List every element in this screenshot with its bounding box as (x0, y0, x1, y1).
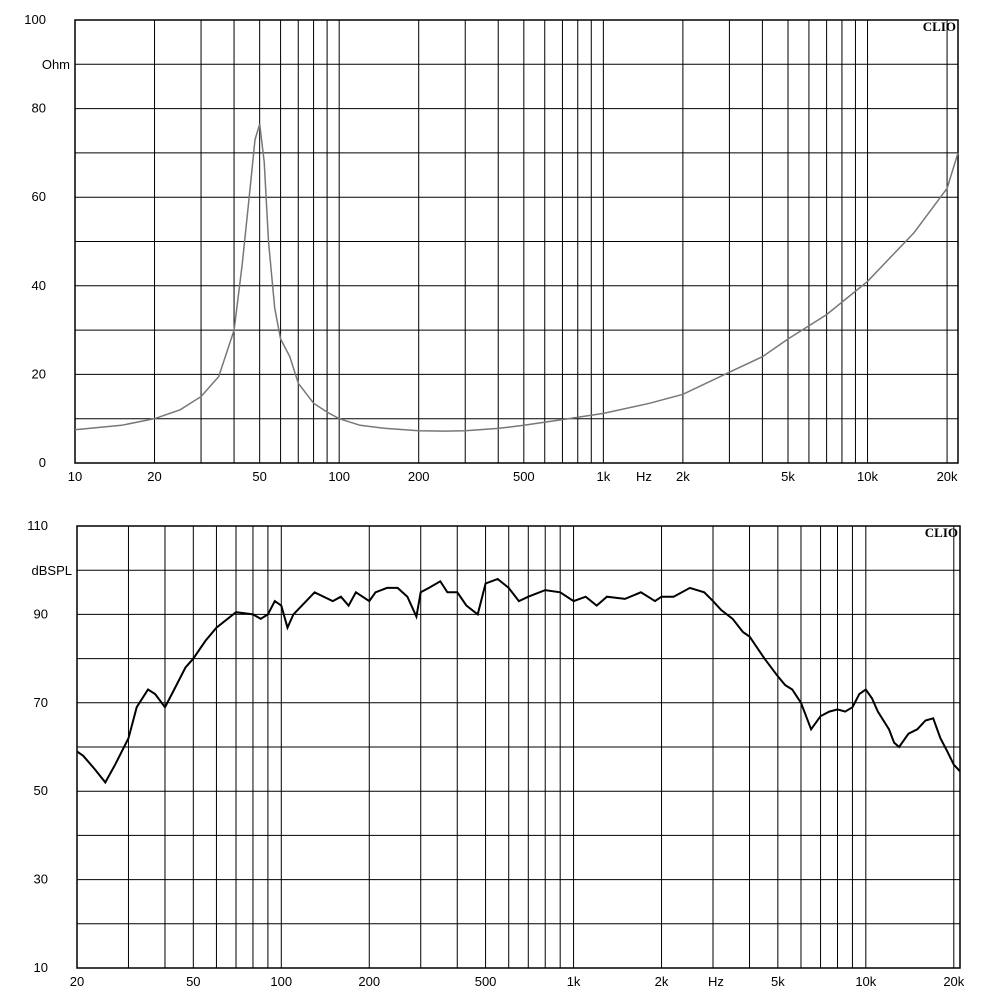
impedance-x-tick-label: 200 (408, 469, 430, 484)
spl-x-unit-label: Hz (708, 974, 724, 989)
impedance-x-tick-label: 100 (328, 469, 350, 484)
spl-y-ticks: 110 90 70 50 30 10 (27, 518, 48, 975)
spl-x-tick-label: 1k (567, 974, 581, 989)
impedance-y-ticks: 100 80 60 40 20 0 (24, 12, 46, 470)
impedance-x-tick-label: 20k (937, 469, 958, 484)
impedance-plot-frame (74, 19, 959, 464)
impedance-y-tick-label: 40 (32, 278, 46, 293)
spl-x-tick-label: 20 (70, 974, 84, 989)
spl-x-tick-label: 50 (186, 974, 200, 989)
impedance-y-tick-label: 0 (39, 455, 46, 470)
impedance-y-tick-label: 100 (24, 12, 46, 27)
spl-x-tick-label: 10k (855, 974, 876, 989)
spl-x-ticks: 20 50 100 200 500 1k 2k 5k 10k 20k (70, 974, 965, 989)
impedance-curve (74, 123, 959, 432)
spl-x-tick-label: 2k (655, 974, 669, 989)
impedance-y-tick-label: 80 (32, 101, 46, 116)
impedance-clio-brand: CLIO (923, 19, 956, 34)
impedance-x-tick-label: 1k (596, 469, 610, 484)
impedance-x-ticks: 10 20 50 100 200 500 1k 2k 5k 10k 20k (68, 469, 958, 484)
impedance-x-tick-label: 2k (676, 469, 690, 484)
spl-grid (77, 526, 960, 968)
impedance-x-tick-label: 10k (857, 469, 878, 484)
impedance-unit-label: Ohm (42, 57, 70, 72)
impedance-x-tick-label: 10 (68, 469, 82, 484)
impedance-x-tick-label: 20 (147, 469, 161, 484)
spl-x-tick-label: 500 (475, 974, 497, 989)
spl-curve (76, 577, 961, 785)
spl-y-tick-label: 110 (27, 518, 48, 533)
spl-x-tick-label: 5k (771, 974, 785, 989)
spl-x-tick-label: 100 (270, 974, 292, 989)
spl-y-tick-label: 30 (34, 872, 48, 887)
impedance-x-unit-label: Hz (636, 469, 652, 484)
impedance-y-tick-label: 20 (32, 366, 46, 381)
spl-x-tick-label: 200 (358, 974, 380, 989)
impedance-x-tick-label: 500 (513, 469, 535, 484)
spl-x-tick-label: 20k (943, 974, 964, 989)
spl-clio-brand: CLIO (925, 525, 958, 540)
spl-unit-label: dBSPL (32, 563, 72, 578)
impedance-x-tick-label: 50 (252, 469, 266, 484)
spl-y-tick-label: 70 (34, 695, 48, 710)
impedance-x-tick-label: 5k (781, 469, 795, 484)
impedance-y-tick-label: 60 (32, 189, 46, 204)
spl-y-tick-label: 10 (34, 960, 48, 975)
spl-y-tick-label: 90 (34, 606, 48, 621)
spl-y-tick-label: 50 (34, 783, 48, 798)
impedance-grid (75, 20, 958, 463)
spl-plot-frame (76, 525, 961, 969)
